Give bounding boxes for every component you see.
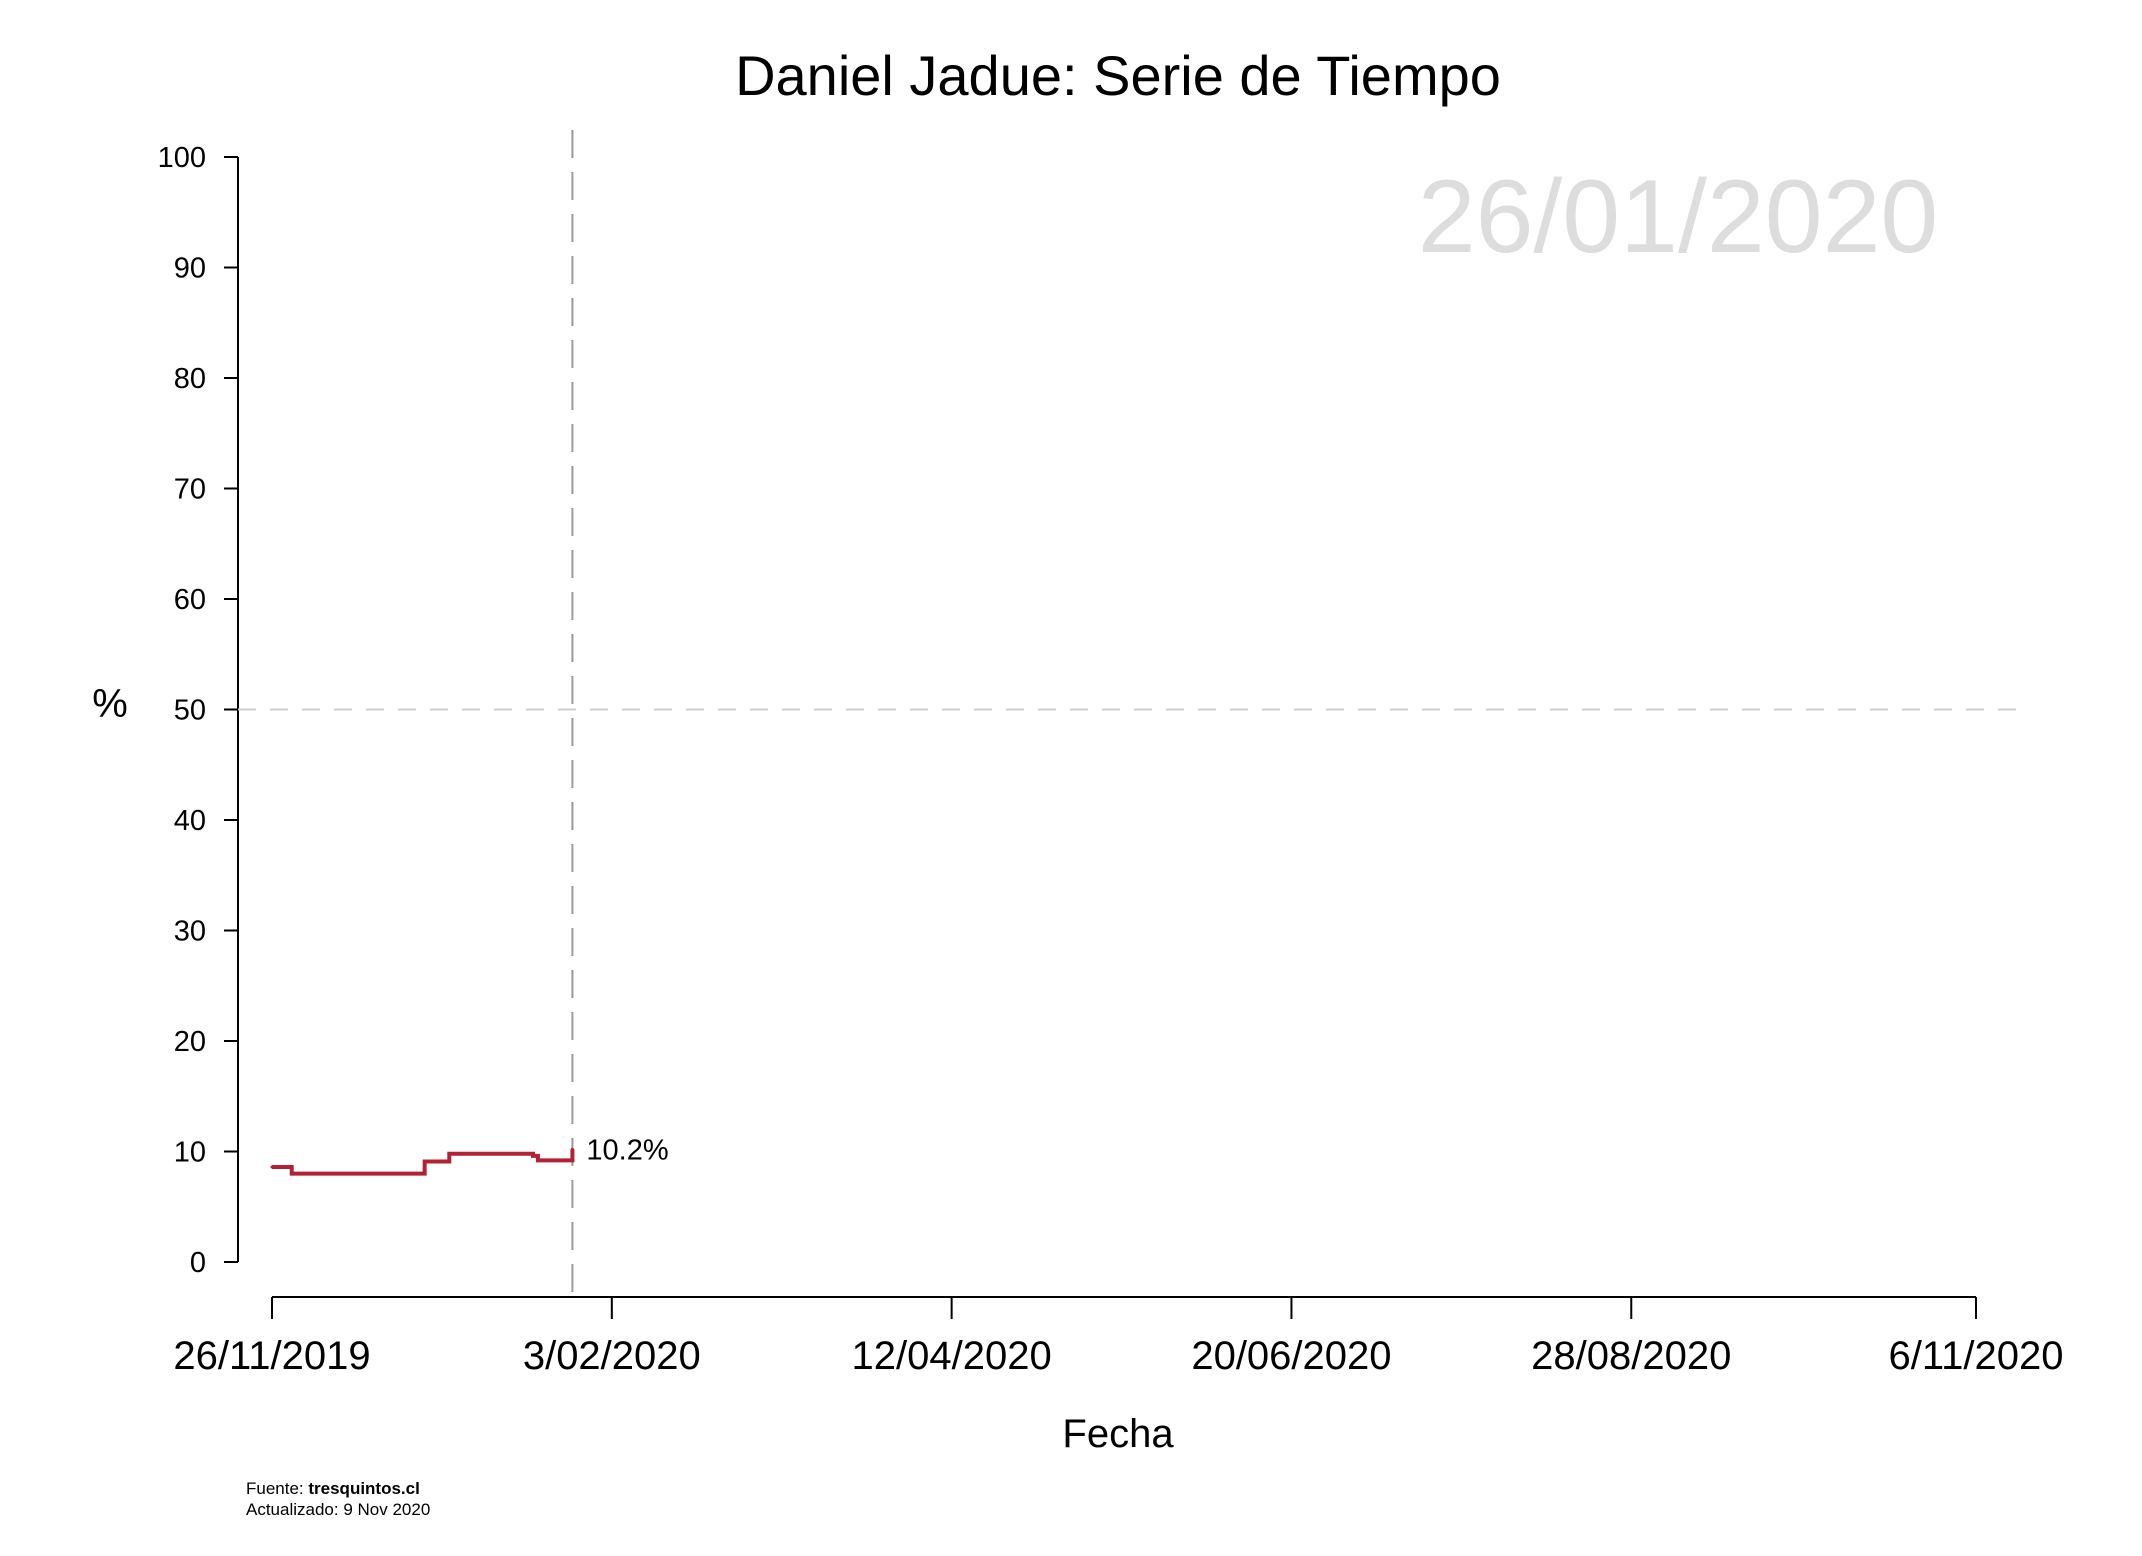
- footer-updated: Actualizado: 9 Nov 2020: [246, 1500, 431, 1519]
- x-tick-label: 28/08/2020: [1531, 1334, 1731, 1378]
- y-tick-label: 30: [174, 916, 206, 948]
- current-date-watermark: 26/01/2020: [1418, 159, 1939, 275]
- series-point: [388, 1172, 392, 1176]
- series-point: [423, 1159, 427, 1163]
- y-tick-label: 100: [158, 142, 206, 174]
- series-point: [270, 1165, 274, 1169]
- series-end-label: 10.2%: [586, 1134, 668, 1166]
- x-axis: 26/11/2019 3/02/2020 12/04/2020 20/06/2020 2…: [173, 1296, 2064, 1378]
- x-tick-label: 3/02/2020: [523, 1334, 701, 1378]
- y-tick-label: 90: [174, 253, 206, 285]
- series-point: [447, 1152, 451, 1156]
- source-prefix: Fuente:: [246, 1479, 309, 1498]
- x-axis-label: Fecha: [1062, 1412, 1174, 1456]
- y-axis-label: %: [92, 682, 128, 726]
- chart-title: Daniel Jadue: Serie de Tiempo: [735, 44, 1501, 107]
- x-tick-label: 26/11/2019: [173, 1334, 370, 1378]
- y-tick-label: 60: [174, 584, 206, 616]
- y-tick-label: 20: [174, 1026, 206, 1058]
- y-tick-label: 10: [174, 1137, 206, 1169]
- x-tick-label: 20/06/2020: [1191, 1334, 1391, 1378]
- series-point: [531, 1154, 535, 1158]
- series-point: [290, 1172, 294, 1176]
- y-tick-label: 50: [174, 695, 206, 727]
- series-layer: [270, 1147, 575, 1176]
- y-tick-label: 70: [174, 474, 206, 506]
- y-tick-label: 80: [174, 363, 206, 395]
- footer-source: Fuente: tresquintos.cl: [246, 1478, 420, 1499]
- source-site: tresquintos.cl: [308, 1479, 420, 1498]
- y-tick-label: 40: [174, 805, 206, 837]
- y-tick-label: 0: [190, 1247, 206, 1279]
- series-point: [570, 1147, 574, 1151]
- series-point: [536, 1158, 540, 1162]
- x-tick-label: 12/04/2020: [852, 1334, 1052, 1378]
- reference-lines: [238, 130, 2020, 1297]
- y-axis: 0 10 20 30 40 50 60 70 80 90 100: [158, 142, 239, 1279]
- series-line: [272, 1149, 575, 1176]
- x-tick-label: 6/11/2020: [1889, 1334, 2064, 1378]
